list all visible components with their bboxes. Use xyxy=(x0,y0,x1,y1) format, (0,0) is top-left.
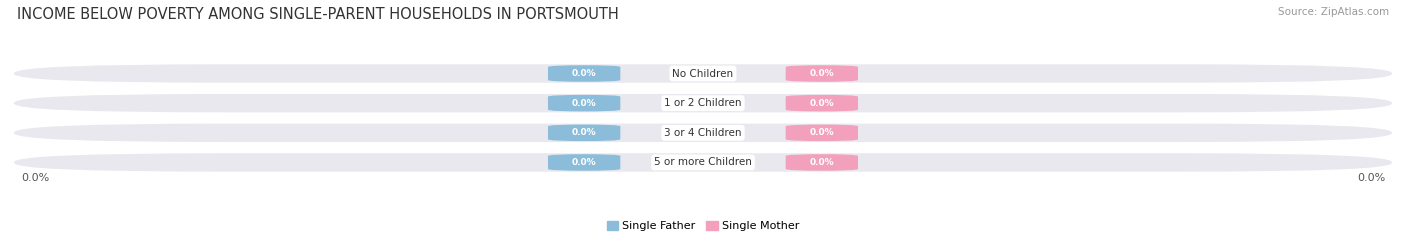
Text: 1 or 2 Children: 1 or 2 Children xyxy=(664,98,742,108)
Text: 0.0%: 0.0% xyxy=(810,158,834,167)
FancyBboxPatch shape xyxy=(14,124,1392,142)
Text: 3 or 4 Children: 3 or 4 Children xyxy=(664,128,742,138)
FancyBboxPatch shape xyxy=(548,154,620,171)
Text: 0.0%: 0.0% xyxy=(572,158,596,167)
Text: 5 or more Children: 5 or more Children xyxy=(654,158,752,168)
Text: 0.0%: 0.0% xyxy=(572,128,596,137)
FancyBboxPatch shape xyxy=(548,95,620,111)
FancyBboxPatch shape xyxy=(786,65,858,82)
Text: 0.0%: 0.0% xyxy=(810,99,834,108)
FancyBboxPatch shape xyxy=(548,65,620,82)
FancyBboxPatch shape xyxy=(548,124,620,141)
FancyBboxPatch shape xyxy=(14,64,1392,83)
Text: Source: ZipAtlas.com: Source: ZipAtlas.com xyxy=(1278,7,1389,17)
Legend: Single Father, Single Mother: Single Father, Single Mother xyxy=(606,221,800,231)
FancyBboxPatch shape xyxy=(786,124,858,141)
Text: INCOME BELOW POVERTY AMONG SINGLE-PARENT HOUSEHOLDS IN PORTSMOUTH: INCOME BELOW POVERTY AMONG SINGLE-PARENT… xyxy=(17,7,619,22)
Text: 0.0%: 0.0% xyxy=(1357,173,1385,183)
FancyBboxPatch shape xyxy=(14,94,1392,112)
FancyBboxPatch shape xyxy=(14,153,1392,172)
FancyBboxPatch shape xyxy=(786,154,858,171)
Text: 0.0%: 0.0% xyxy=(572,99,596,108)
Text: 0.0%: 0.0% xyxy=(21,173,49,183)
Text: 0.0%: 0.0% xyxy=(810,128,834,137)
Text: No Children: No Children xyxy=(672,69,734,79)
FancyBboxPatch shape xyxy=(786,95,858,111)
Text: 0.0%: 0.0% xyxy=(572,69,596,78)
Text: 0.0%: 0.0% xyxy=(810,69,834,78)
